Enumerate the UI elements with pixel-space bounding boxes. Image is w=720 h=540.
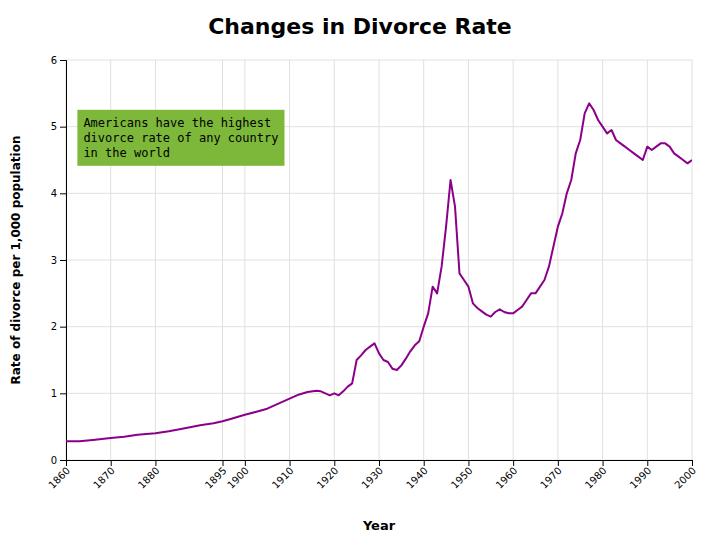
data-line [66,103,692,441]
y-tick-mark [60,193,66,194]
x-tick-mark [245,460,246,466]
annotation-group: Americans have the highestdivorce rate o… [77,110,284,166]
x-tick-label: 1930 [359,465,385,491]
y-tick-mark [60,393,66,394]
x-tick-label: 1940 [404,465,430,491]
x-tick-label: 1970 [538,465,564,491]
x-tick-mark [223,460,224,466]
annotation-line: Americans have the highest [83,116,271,130]
x-tick: 1930 [359,460,385,491]
x-tick: 1880 [136,460,162,491]
y-tick-mark [60,327,66,328]
title: Changes in Divorce Rate [208,14,512,39]
x-tick: 1960 [494,460,520,491]
x-tick-label: 1860 [46,465,72,491]
x-tick: 1920 [315,460,341,491]
x-tick-mark [513,460,514,466]
grid-line-y [66,326,692,327]
x-tick-label: 2000 [672,465,698,491]
y-tick-label: 4 [51,188,57,199]
x-tick: 1910 [270,460,296,491]
x-tick-label: 1980 [583,465,609,491]
y-tick-label: 6 [51,55,57,66]
annotation-line: divorce rate of any country [83,131,278,145]
y-tick-label: 1 [51,388,57,399]
y-tick: 1 [51,388,66,399]
x-tick-mark [603,460,604,466]
annotation-box [77,110,284,166]
x-tick-mark [334,460,335,466]
grid-line-y [66,393,692,394]
y-tick: 2 [51,321,66,332]
y-tick-mark [60,260,66,261]
plot-area [66,103,692,441]
grid-line-y [66,193,692,194]
chart: 1860 1870 1880 18951900 1910 1920 1930 1940 1950… [0,0,720,540]
grid [66,60,692,460]
y-tick: 6 [51,55,66,66]
grid-line-y [66,260,692,261]
annotation-line: in the world [83,146,170,160]
x-tick-label: 1895 [203,465,229,491]
x-tick-label: 1900 [225,465,251,491]
x-tick-mark [647,460,648,466]
x-tick: 2000 [672,460,698,491]
y-tick-label: 5 [51,121,57,132]
y-tick-mark [60,127,66,128]
y-tick: 4 [51,188,66,199]
grid-line-y [66,60,692,61]
y-axis: 0 1 2 3 4 5 6 [51,55,67,466]
x-tick: 1970 [538,460,564,491]
x-tick: 1940 [404,460,430,491]
x-tick: 1870 [91,460,117,491]
x-tick-label: 1910 [270,465,296,491]
x-axis-label: Year [362,518,396,533]
x-tick-mark [558,460,559,466]
x-tick: 1895 [203,460,229,491]
x-tick-mark [468,460,469,466]
y-tick-label: 0 [51,455,57,466]
y-tick-mark [60,60,66,61]
y-axis-label: Rate of divorce per 1,000 population [9,136,23,385]
x-tick-label: 1880 [136,465,162,491]
x-tick: 1900 [225,460,251,491]
x-tick-mark [155,460,156,466]
annotation: Americans have the highestdivorce rate o… [83,116,278,160]
x-tick: 1980 [583,460,609,491]
x-tick-label: 1870 [91,465,117,491]
x-tick-mark [111,460,112,466]
y-tick: 0 [51,455,66,466]
x-tick-label: 1920 [315,465,341,491]
y-tick-label: 2 [51,321,57,332]
y-tick-label: 3 [51,255,57,266]
x-tick-mark [424,460,425,466]
x-tick: 1990 [628,460,654,491]
x-tick-mark [379,460,380,466]
x-tick: 1950 [449,460,475,491]
y-tick: 3 [51,255,66,266]
x-tick-label: 1960 [494,465,520,491]
x-tick-mark [692,460,693,466]
x-axis-line [67,461,693,467]
x-tick-label: 1990 [628,465,654,491]
x-tick-mark [290,460,291,466]
y-tick: 5 [51,121,66,132]
y-tick-mark [60,460,66,461]
x-tick-label: 1950 [449,465,475,491]
x-axis: 1860 1870 1880 18951900 1910 1920 1930 1940 1950… [46,460,698,491]
y-axis-line [60,61,67,461]
